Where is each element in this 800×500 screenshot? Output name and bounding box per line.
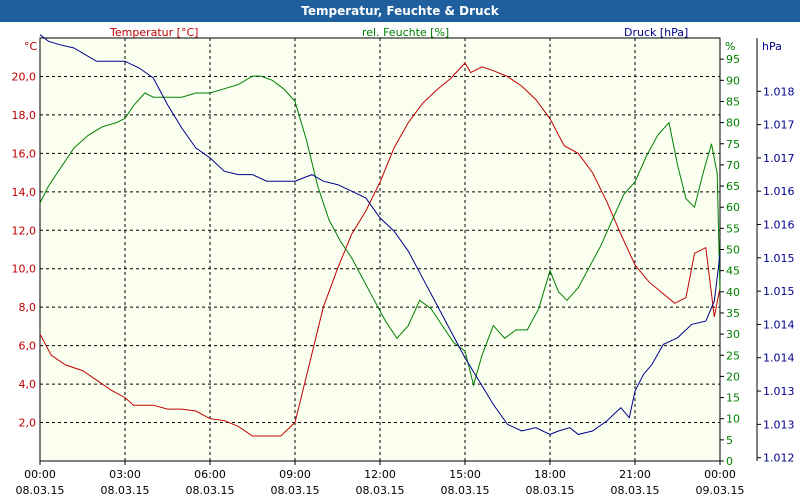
x-tick-date-label: 08.03.15 bbox=[526, 484, 575, 497]
x-tick-date-label: 08.03.15 bbox=[441, 484, 490, 497]
pressure-tick-label: 1.012 bbox=[763, 452, 795, 465]
x-tick-time-label: 00:00 bbox=[704, 468, 736, 481]
humidity-tick-label: 75 bbox=[726, 138, 740, 151]
humidity-tick-label: 85 bbox=[726, 95, 740, 108]
humidity-tick-label: 90 bbox=[726, 74, 740, 87]
humidity-tick-label: 40 bbox=[726, 286, 740, 299]
chart-area: 2,0 4,0 6,0 8,0 10,0 12,0 14,0 16,0 18,0 20,0 0 5 10… bbox=[12, 34, 795, 497]
humidity-axis-title: rel. Feuchte [%] bbox=[362, 26, 450, 39]
humidity-tick-label: 5 bbox=[726, 434, 733, 447]
temperature-tick-label: 4,0 bbox=[19, 378, 37, 391]
temperature-tick-label: 8,0 bbox=[19, 301, 37, 314]
temperature-tick-label: 10,0 bbox=[12, 263, 37, 276]
x-tick-time-label: 09:00 bbox=[279, 468, 311, 481]
pressure-tick-label: 1.015 bbox=[763, 252, 795, 265]
humidity-tick-label: 70 bbox=[726, 159, 740, 172]
humidity-tick-label: 35 bbox=[726, 307, 740, 320]
temperature-tick-label: 20,0 bbox=[12, 70, 37, 83]
humidity-tick-label: 80 bbox=[726, 117, 740, 130]
pressure-unit: hPa bbox=[762, 40, 782, 53]
x-tick-date-label: 08.03.15 bbox=[271, 484, 320, 497]
humidity-tick-label: 10 bbox=[726, 413, 740, 426]
x-tick-time-label: 15:00 bbox=[449, 468, 481, 481]
temperature-tick-label: 12,0 bbox=[12, 224, 37, 237]
pressure-tick-label: 1.017 bbox=[763, 119, 795, 132]
humidity-tick-label: 20 bbox=[726, 370, 740, 383]
temperature-axis-title: Temperatur [°C] bbox=[110, 26, 199, 39]
temperature-line bbox=[39, 62, 721, 437]
humidity-tick-label: 50 bbox=[726, 244, 740, 257]
x-tick-date-label: 08.03.15 bbox=[101, 484, 150, 497]
x-tick-time-label: 00:00 bbox=[24, 468, 56, 481]
x-tick-time-label: 12:00 bbox=[364, 468, 396, 481]
x-tick-date-label: 09.03.15 bbox=[696, 484, 745, 497]
pressure-tick-label: 1.018 bbox=[763, 85, 795, 98]
humidity-unit: % bbox=[725, 40, 736, 53]
x-tick-date-label: 08.03.15 bbox=[356, 484, 405, 497]
pressure-line bbox=[39, 34, 721, 435]
pressure-axis-title: Druck [hPa] bbox=[624, 26, 689, 39]
x-tick-date-label: 08.03.15 bbox=[16, 484, 65, 497]
humidity-tick-label: 55 bbox=[726, 222, 740, 235]
temperature-tick-label: 2,0 bbox=[19, 417, 37, 430]
temperature-tick-label: 14,0 bbox=[12, 186, 37, 199]
humidity-tick-label: 25 bbox=[726, 349, 740, 362]
humidity-tick-label: 60 bbox=[726, 201, 740, 214]
x-tick-time-label: 06:00 bbox=[194, 468, 226, 481]
humidity-tick-label: 30 bbox=[726, 328, 740, 341]
temperature-unit: °C bbox=[24, 40, 38, 53]
pressure-tick-label: 1.017 bbox=[763, 152, 795, 165]
humidity-tick-label: 0 bbox=[726, 455, 733, 468]
pressure-tick-label: 1.016 bbox=[763, 219, 795, 232]
x-tick-time-label: 21:00 bbox=[619, 468, 651, 481]
pressure-tick-label: 1.013 bbox=[763, 385, 795, 398]
temperature-tick-label: 18,0 bbox=[12, 109, 37, 122]
humidity-tick-label: 95 bbox=[726, 53, 740, 66]
temperature-tick-label: 6,0 bbox=[19, 340, 37, 353]
humidity-tick-label: 65 bbox=[726, 180, 740, 193]
x-tick-time-label: 03:00 bbox=[109, 468, 141, 481]
pressure-tick-label: 1.014 bbox=[763, 352, 795, 365]
pressure-tick-label: 1.015 bbox=[763, 285, 795, 298]
pressure-tick-label: 1.013 bbox=[763, 418, 795, 431]
humidity-tick-label: 45 bbox=[726, 265, 740, 278]
humidity-line bbox=[39, 75, 721, 387]
temperature-tick-label: 16,0 bbox=[12, 147, 37, 160]
x-tick-date-label: 08.03.15 bbox=[611, 484, 660, 497]
humidity-tick-label: 15 bbox=[726, 392, 740, 405]
pressure-tick-label: 1.014 bbox=[763, 318, 795, 331]
x-tick-time-label: 18:00 bbox=[534, 468, 566, 481]
x-tick-date-label: 08.03.15 bbox=[186, 484, 235, 497]
pressure-tick-label: 1.016 bbox=[763, 185, 795, 198]
chart-title: Temperatur, Feuchte & Druck bbox=[0, 0, 800, 22]
